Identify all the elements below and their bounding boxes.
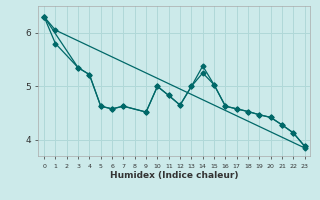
X-axis label: Humidex (Indice chaleur): Humidex (Indice chaleur) bbox=[110, 171, 239, 180]
